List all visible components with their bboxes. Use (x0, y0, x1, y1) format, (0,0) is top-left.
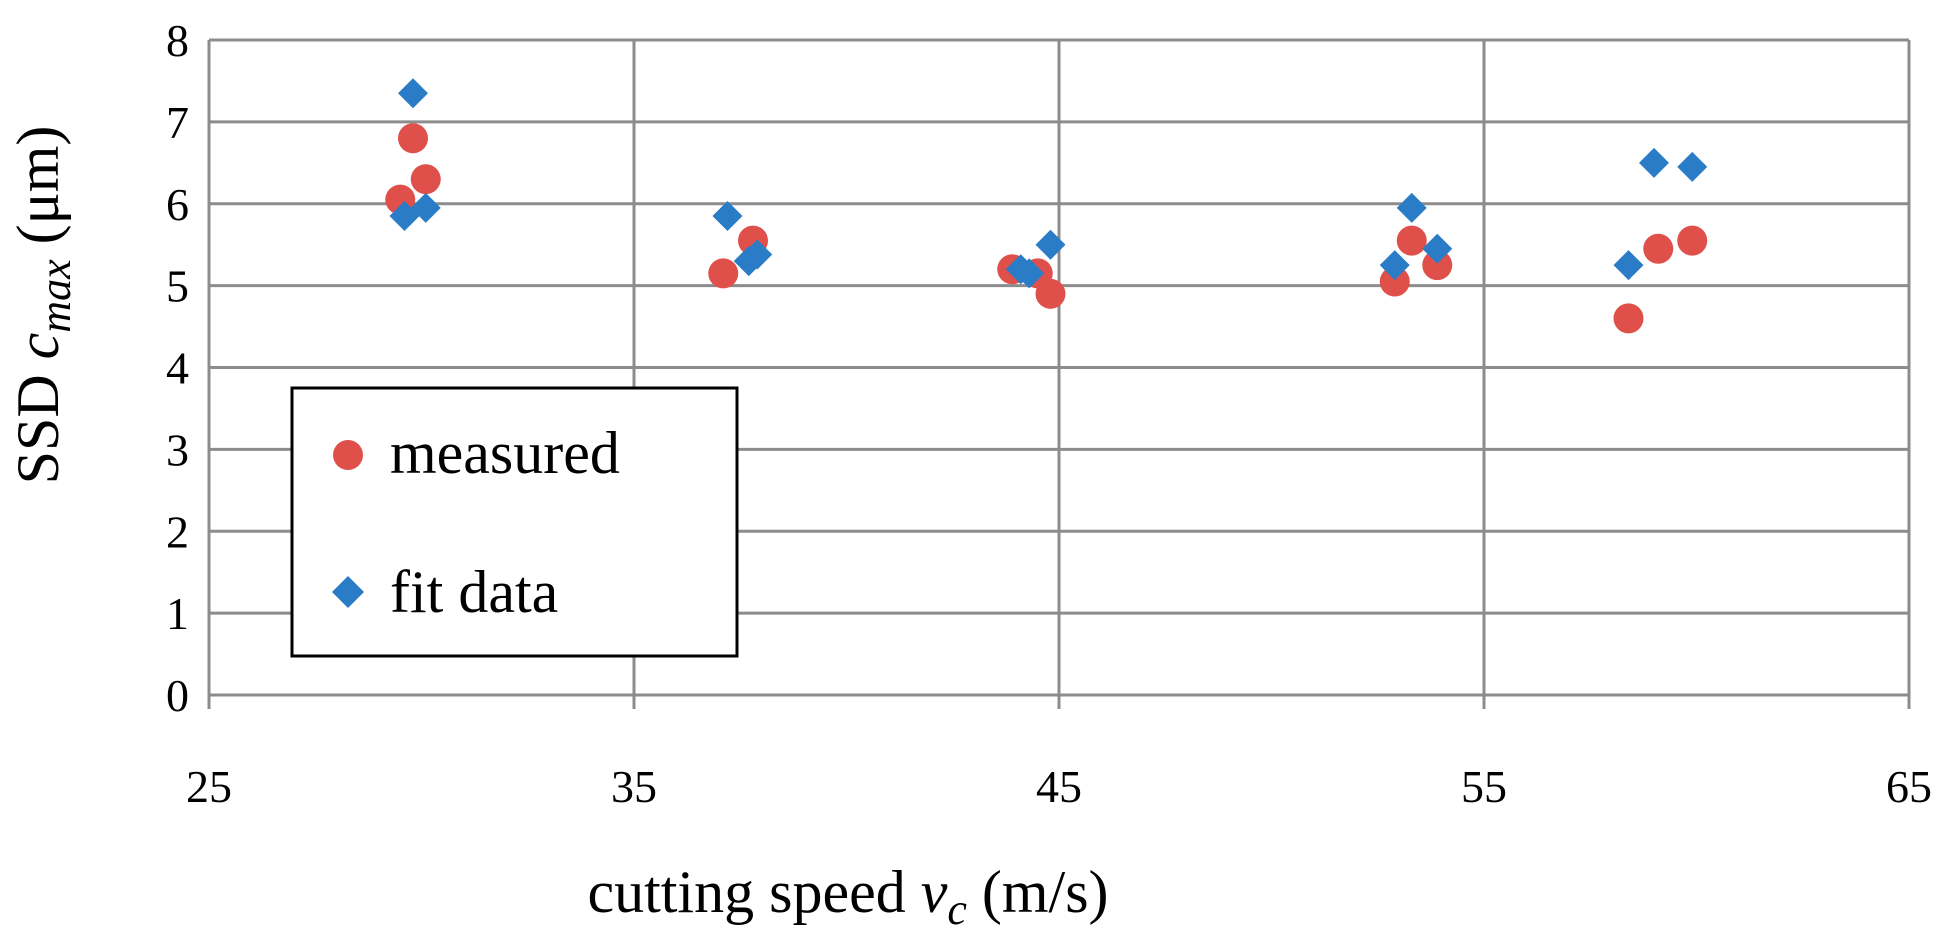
fit-data-point (1014, 258, 1045, 289)
fit-data-point (742, 239, 773, 270)
x-tick-label: 55 (1461, 761, 1507, 812)
x-tick-label: 25 (186, 761, 232, 812)
measured-point (1677, 225, 1708, 256)
legend-measured-marker (333, 440, 363, 470)
x-axis-title: cutting speed vc (m/s) (587, 859, 1108, 934)
y-tick-label: 4 (166, 343, 189, 394)
x-tick-labels: 25 35 45 55 65 (186, 761, 1932, 812)
data-points (385, 78, 1708, 334)
x-tick-label: 65 (1886, 761, 1932, 812)
y-tick-label: 6 (166, 179, 189, 230)
x-tick-label: 45 (1036, 761, 1082, 812)
legend-box (290, 386, 739, 658)
fit-data-point (398, 78, 428, 109)
legend-fit-data-marker (332, 576, 364, 608)
measured-point (410, 164, 441, 195)
legend-measured-label: measured (390, 420, 620, 486)
measured-point (1643, 233, 1674, 264)
fit-data-point (1396, 192, 1427, 223)
x-tick-label: 35 (611, 761, 657, 812)
fit-data-point (1379, 250, 1410, 281)
y-tick-label: 7 (166, 97, 189, 148)
fit-data-point (1422, 233, 1453, 264)
measured-point (1422, 250, 1453, 281)
y-tick-label: 2 (166, 506, 189, 557)
legend: measured fit data (290, 386, 739, 658)
y-axis-title: SSD cmax (μm) (5, 126, 80, 485)
measured-point (398, 123, 428, 154)
measured-point (1035, 278, 1066, 309)
measured-point (1396, 225, 1427, 256)
fit-data-point (1613, 250, 1644, 281)
legend-fit-data-label: fit data (390, 559, 558, 625)
fit-data-point (1035, 229, 1066, 260)
measured-point (1613, 303, 1644, 334)
measured-point (708, 258, 739, 289)
y-tick-label: 1 (166, 588, 189, 639)
y-tick-label: 3 (166, 424, 189, 475)
y-tick-label: 5 (166, 261, 189, 312)
fit-data-point (1639, 147, 1669, 178)
measured-point (1379, 266, 1410, 297)
y-tick-labels: 0 1 2 3 4 5 6 7 8 (166, 15, 189, 721)
y-tick-label: 8 (166, 15, 189, 66)
fit-data-point (712, 201, 743, 232)
fit-data-point (410, 192, 441, 223)
y-tick-label: 0 (166, 670, 189, 721)
fit-data-point (1677, 151, 1708, 182)
